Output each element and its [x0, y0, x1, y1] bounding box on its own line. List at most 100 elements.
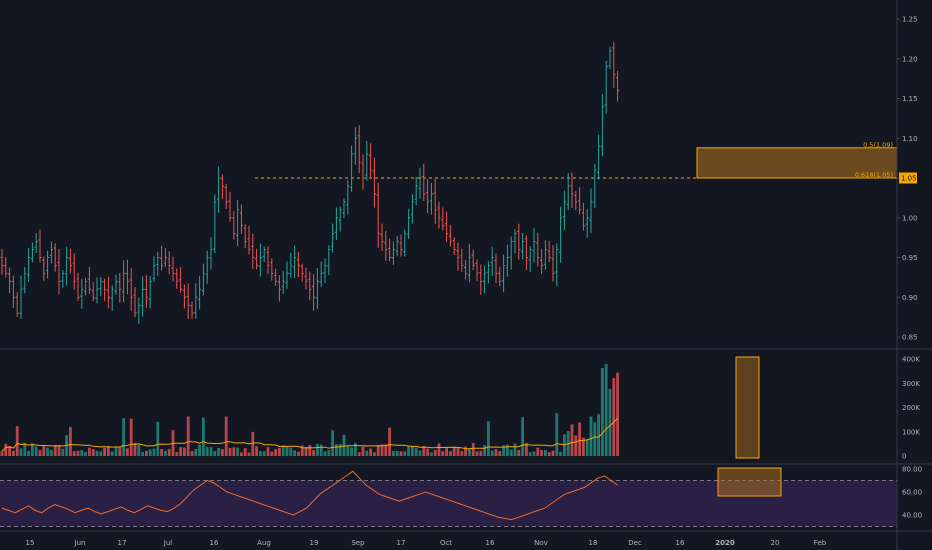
volume-panel[interactable]: 400K 300K 200K 100K 0 — [0, 356, 921, 461]
volume-bar — [509, 449, 513, 456]
volume-bar — [582, 437, 585, 456]
volume-bar — [312, 450, 315, 456]
volume-bar — [593, 422, 597, 456]
price-bar — [418, 167, 422, 199]
fib-label: 0.618(1.05) — [855, 171, 893, 179]
volume-bar — [532, 451, 536, 456]
time-tick-label: 20 — [771, 539, 780, 547]
time-axis[interactable]: 15 Jun 17 Jul 16 Aug 19 Sep 17 Oct 16 Nov 18 Dec 16 202… — [26, 539, 827, 547]
volume-bar — [262, 451, 266, 456]
time-tick-label: 16 — [210, 539, 219, 547]
price-bar — [57, 248, 61, 295]
price-bar — [562, 190, 566, 230]
last-price-tag — [899, 172, 917, 184]
volume-bar — [376, 444, 380, 456]
price-bar — [133, 287, 137, 318]
volume-bar — [608, 388, 612, 456]
price-bar — [547, 241, 551, 263]
time-tick-label: 2020 — [715, 539, 735, 547]
rsi-panel[interactable]: 80.00 60.00 40.00 — [0, 466, 922, 527]
volume-bar — [392, 450, 395, 456]
price-bar — [589, 188, 593, 234]
volume-highlight-box — [735, 356, 760, 459]
time-tick-label: 17 — [397, 539, 406, 547]
volume-bar — [232, 447, 236, 456]
volume-bar — [342, 434, 346, 456]
volume-bar — [354, 443, 357, 456]
volume-bar — [69, 426, 72, 456]
price-bar — [616, 70, 620, 102]
time-tick-label: 18 — [589, 539, 598, 547]
volume-bar — [395, 450, 399, 456]
volume-bar — [243, 448, 247, 456]
price-bar — [467, 243, 471, 283]
price-bar — [357, 125, 361, 174]
price-bar — [34, 233, 38, 253]
price-bar — [281, 270, 285, 294]
volume-bar — [167, 449, 171, 456]
price-bar — [388, 238, 392, 262]
price-bar — [49, 241, 53, 264]
volume-bar — [437, 443, 441, 456]
volume-bar — [137, 444, 141, 456]
volume-bar — [8, 445, 11, 456]
price-bar — [141, 276, 145, 317]
price-bar — [426, 179, 430, 214]
price-bar — [429, 182, 433, 215]
time-tick-label: 15 — [26, 539, 35, 547]
price-bar — [30, 242, 34, 263]
volume-bar — [198, 444, 201, 456]
rsi-highlight-rect — [717, 467, 782, 497]
price-bar — [422, 163, 426, 202]
price-panel[interactable]: 1.251.201.151.101.051.000.950.900.851.05… — [0, 16, 918, 342]
volume-bar — [338, 443, 342, 456]
time-tick-label: 16 — [486, 539, 495, 547]
price-bar — [608, 46, 612, 69]
volume-bar — [251, 431, 255, 456]
time-tick-label: Jul — [163, 539, 173, 547]
volume-bar — [194, 448, 198, 456]
volume-bar — [152, 448, 156, 456]
volume-bar — [475, 451, 479, 456]
price-bar — [213, 194, 217, 253]
volume-bar — [559, 451, 562, 456]
price-bar — [391, 241, 395, 266]
volume-bar — [506, 444, 509, 456]
price-bar — [380, 223, 384, 251]
time-tick-label: Dec — [628, 539, 642, 547]
volume-bar — [285, 446, 289, 456]
price-bar — [597, 134, 601, 180]
volume-bar — [452, 446, 456, 456]
volume-bar — [103, 447, 106, 456]
price-bar — [505, 244, 509, 277]
price-tick-label: 1.25 — [902, 16, 918, 24]
volume-bar — [502, 445, 505, 456]
price-bar — [331, 223, 335, 253]
price-bar — [160, 245, 164, 271]
price-bar — [106, 276, 110, 309]
volume-bar — [574, 435, 578, 456]
price-tick-label: 0.95 — [902, 254, 918, 262]
volume-bar — [319, 444, 323, 456]
volume-bar — [604, 363, 608, 456]
volume-bar — [133, 442, 137, 456]
price-bar — [448, 224, 452, 247]
price-bar — [103, 278, 107, 301]
price-bar — [593, 164, 597, 208]
volume-bar — [23, 442, 27, 456]
price-bar — [251, 233, 255, 270]
fib-zone-rect — [696, 147, 898, 179]
volume-bar — [464, 446, 467, 456]
price-bar — [186, 283, 190, 319]
volume-bar — [547, 452, 551, 456]
price-bar — [190, 301, 194, 319]
rsi-tick-label: 40.00 — [902, 512, 922, 520]
volume-bar — [88, 447, 91, 456]
volume-bar — [551, 450, 555, 456]
time-tick-label: Feb — [814, 539, 827, 547]
time-tick-label: 17 — [118, 539, 127, 547]
volume-bar — [57, 445, 61, 456]
volume-bar — [110, 451, 114, 456]
volume-bar — [300, 445, 304, 456]
